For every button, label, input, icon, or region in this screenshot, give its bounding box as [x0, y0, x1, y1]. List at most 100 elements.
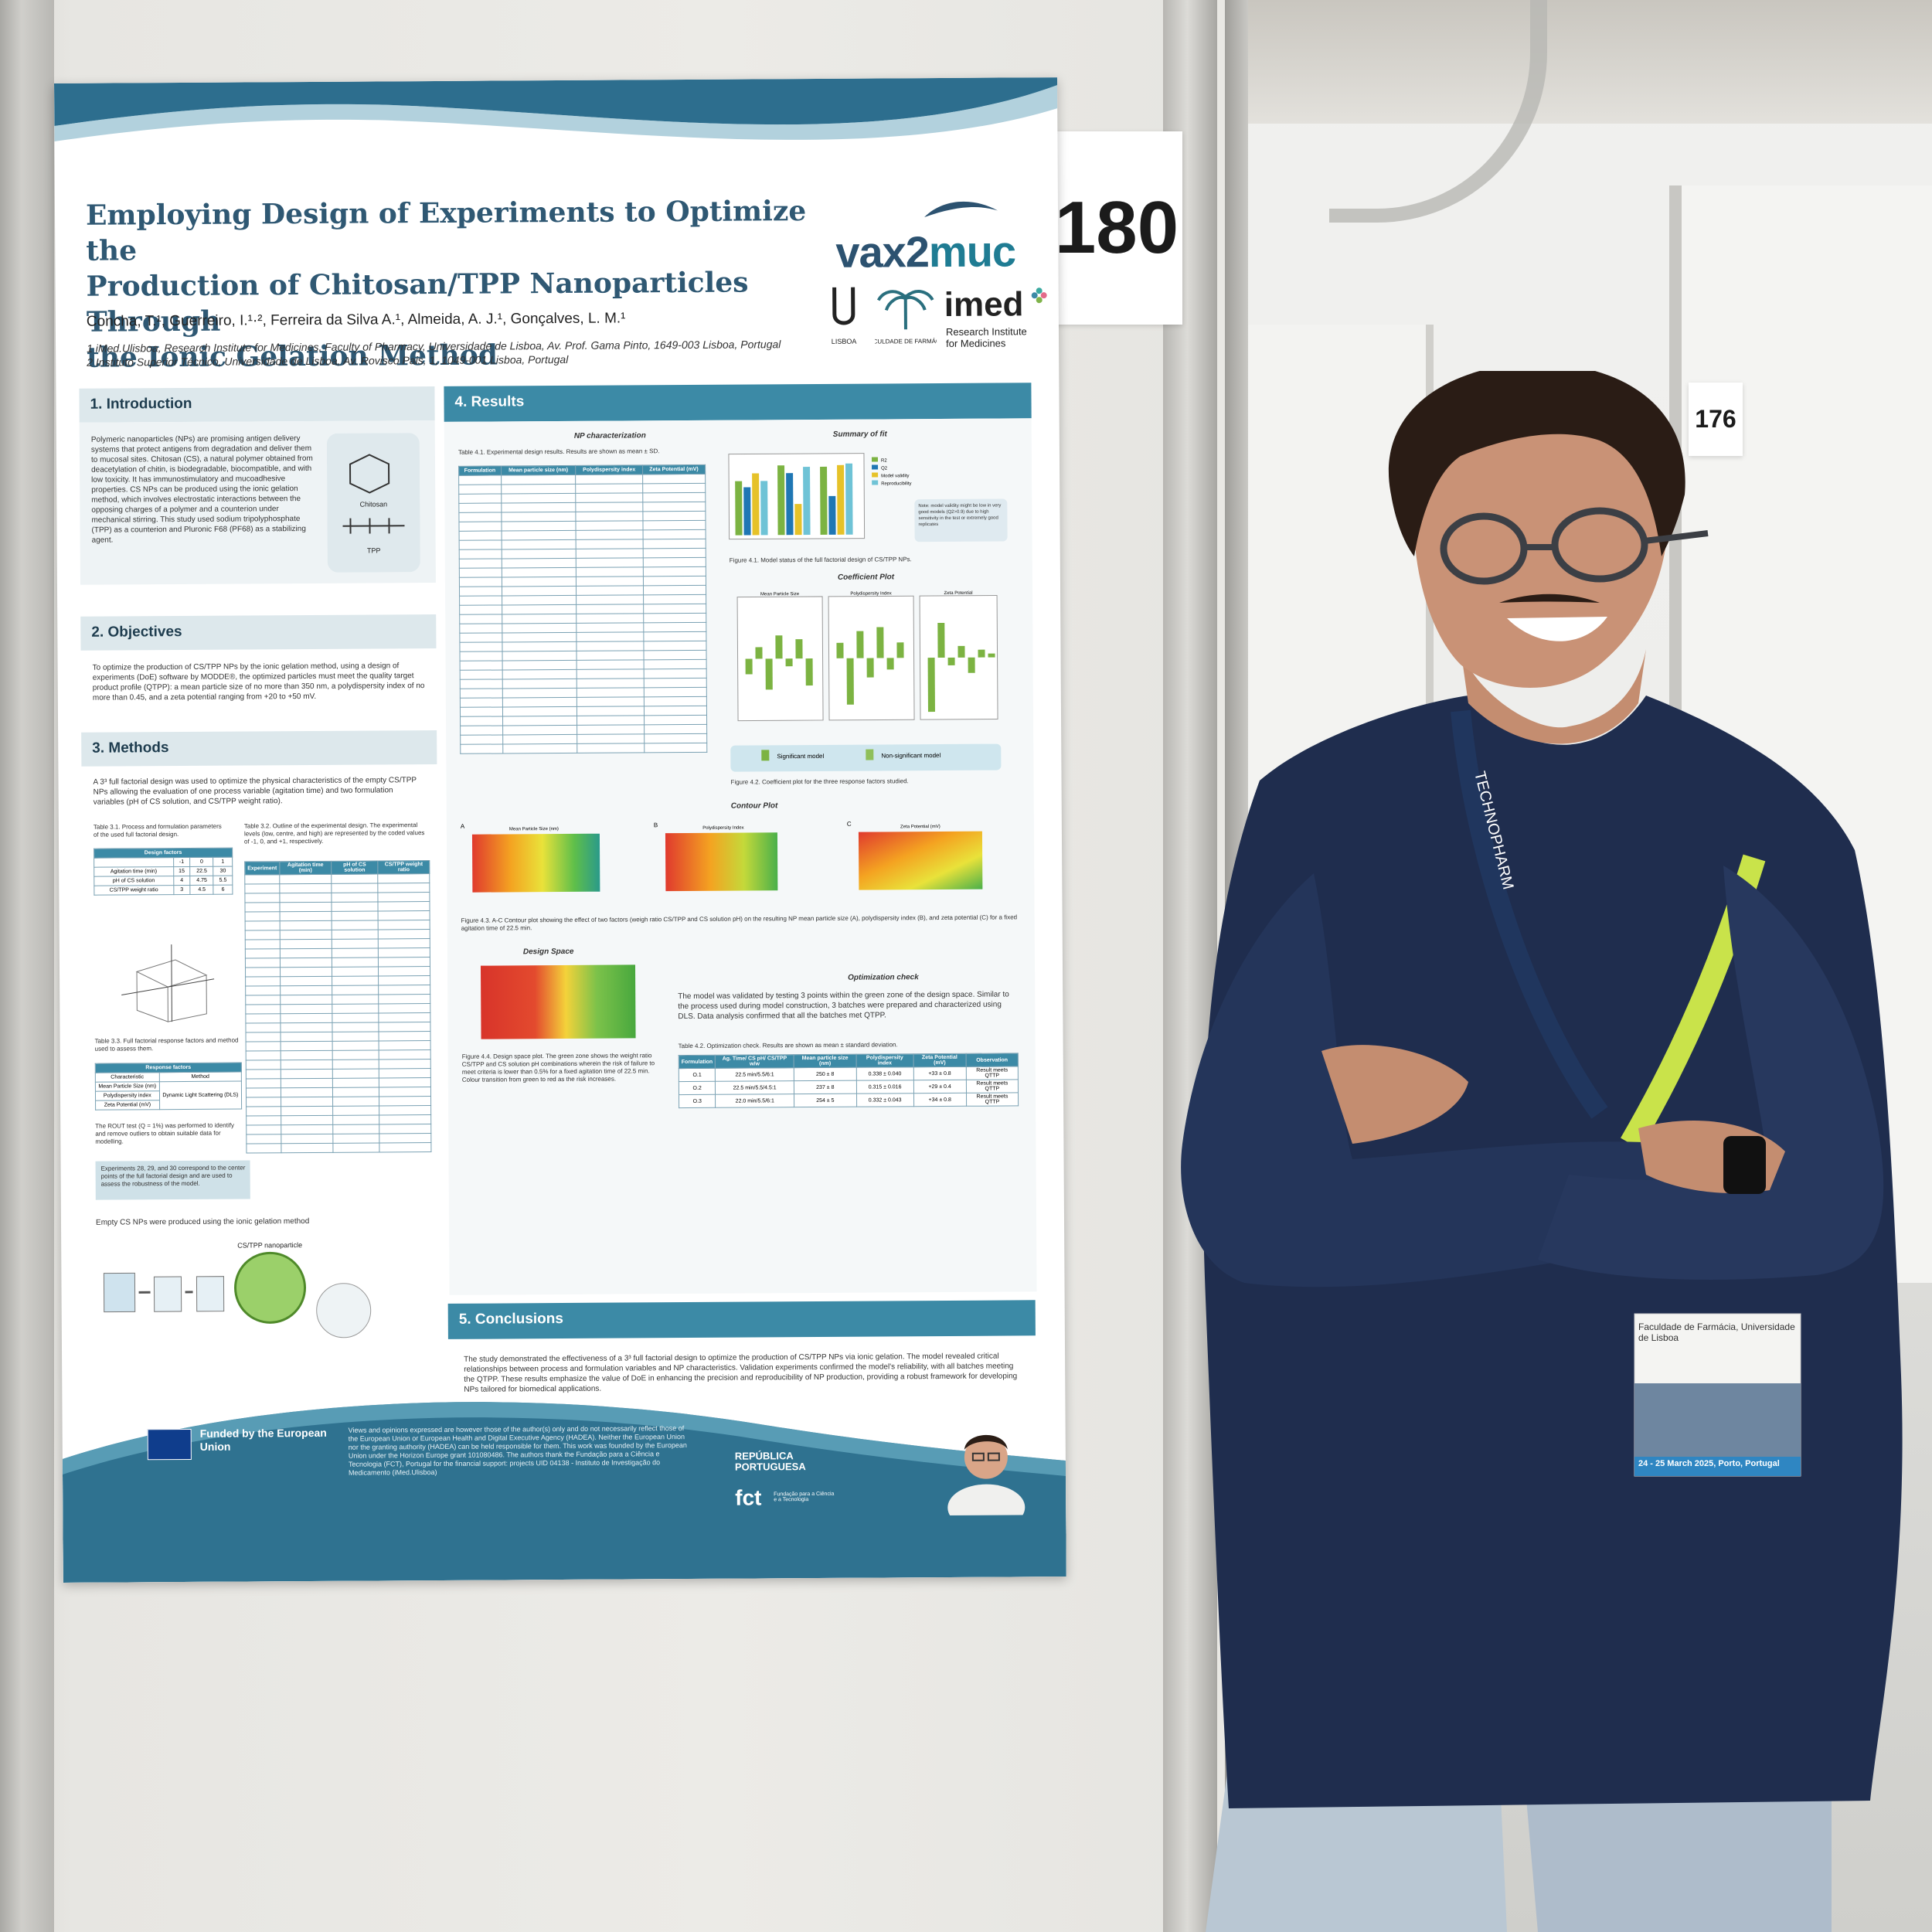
table-cell: Result meets QTTP — [966, 1079, 1019, 1094]
table-cell: +34 ± 0.8 — [913, 1093, 967, 1107]
table-cell — [644, 696, 707, 706]
svg-text:B: B — [654, 821, 658, 828]
table-cell — [501, 549, 577, 559]
table-cell — [281, 1060, 333, 1070]
table-cell — [501, 530, 577, 540]
summary-bar — [845, 463, 853, 535]
table-cell: +29 ± 0.4 — [913, 1080, 967, 1094]
table-cell — [379, 1087, 431, 1097]
table-cell: O.3 — [679, 1094, 716, 1108]
table-cell — [332, 1003, 379, 1014]
table-cell — [459, 623, 502, 634]
table-cell — [576, 566, 644, 577]
table-cell — [246, 1115, 281, 1126]
table-cell — [332, 1142, 380, 1153]
table-cell — [643, 566, 706, 577]
optimization-check-title: Optimization check — [848, 973, 919, 982]
table-cell — [332, 1022, 379, 1032]
table-cell — [459, 595, 502, 606]
table-cell — [281, 1087, 333, 1097]
table-cell — [576, 557, 644, 568]
table-cell: 22.5 min/5.5/4.5:1 — [715, 1080, 794, 1095]
table-cell — [501, 521, 577, 531]
svg-text:C: C — [847, 821, 852, 828]
table-cell — [577, 631, 644, 642]
table-cell — [245, 1022, 281, 1033]
table-cell — [379, 1105, 431, 1115]
table-cell — [459, 586, 502, 597]
table-cell — [378, 938, 430, 948]
table-row — [246, 1142, 431, 1154]
legend-label: Model validity — [881, 474, 909, 478]
summary-bar — [837, 464, 845, 535]
table-cell — [576, 511, 643, 522]
table-cell — [643, 622, 706, 632]
table-cell — [378, 910, 430, 920]
table-cell — [642, 529, 706, 539]
ionic-gelation-diagram: CS/TPP nanoparticle — [103, 1241, 372, 1338]
table-cell — [379, 985, 430, 995]
table-cell — [502, 697, 577, 707]
table-cell — [577, 743, 645, 753]
table-cell — [644, 724, 707, 734]
table-cell — [460, 660, 502, 671]
table-cell — [245, 930, 281, 940]
table-cell — [281, 1134, 333, 1144]
summary-bar — [820, 466, 828, 535]
coefficient-bar — [785, 658, 793, 667]
table-cell — [502, 604, 577, 614]
table-3-3-caption: Table 3.3. Full factorial response facto… — [94, 1036, 239, 1053]
cstpp-label: CS/TPP nanoparticle — [237, 1241, 302, 1250]
table-cell — [245, 920, 281, 931]
table-cell — [280, 911, 332, 921]
methods-text: A 3³ full factorial design was used to o… — [93, 776, 417, 807]
table-cell: 0 — [189, 857, 214, 867]
table-cell — [460, 725, 503, 736]
coefficient-bar — [755, 647, 763, 659]
table-cell — [502, 586, 577, 596]
table-cell — [245, 1013, 281, 1024]
legend-label: Non-significant model — [881, 752, 941, 760]
table-cell — [501, 539, 577, 549]
table-cell — [332, 1012, 379, 1023]
center-points-note: Experiments 28, 29, and 30 correspond to… — [100, 1164, 246, 1188]
conclusions-heading: 5. Conclusions — [447, 1300, 1036, 1339]
summary-bar — [735, 481, 743, 536]
table-cell — [460, 651, 502, 662]
optimization-text: The model was validated by testing 3 poi… — [678, 990, 1009, 1022]
table-cell: +33 ± 0.8 — [913, 1066, 967, 1080]
table-cell — [281, 1115, 333, 1125]
imed-logo-text: imed — [944, 285, 1024, 324]
booth-number: 180 — [1054, 186, 1179, 269]
table-header: CS/TPP weight ratio — [378, 860, 430, 874]
significant-swatch — [761, 750, 770, 761]
table-cell — [459, 539, 502, 550]
legend-label: Reproducibility — [881, 481, 911, 486]
table-cell — [379, 1059, 431, 1069]
neighbor-number-card: 176 — [1689, 383, 1743, 456]
table-cell — [644, 733, 707, 743]
table-header: Mean particle size (nm) — [501, 465, 577, 475]
table-cell — [459, 641, 502, 652]
table-cell — [577, 668, 645, 679]
coefficient-bar — [886, 658, 894, 670]
table-cell — [245, 967, 281, 978]
panel-title: Mean Particle Size (nm) — [509, 827, 559, 832]
table-cell — [577, 604, 644, 614]
bottom-wave — [62, 1402, 1066, 1583]
table-cell — [332, 920, 379, 930]
table-cell — [502, 614, 577, 624]
table-cell — [642, 511, 706, 521]
table-cell — [458, 484, 502, 495]
table-cell — [379, 975, 430, 985]
table-cell — [502, 660, 577, 670]
legend-label: R2 — [881, 458, 887, 463]
table-cell — [459, 567, 502, 578]
table-cell — [246, 1087, 281, 1098]
table-cell: Result meets QTTP — [966, 1092, 1019, 1107]
table-cell — [245, 948, 281, 959]
table-cell — [458, 521, 502, 532]
table-cell — [502, 734, 578, 744]
table-header: Agitation time (min) — [279, 861, 332, 875]
